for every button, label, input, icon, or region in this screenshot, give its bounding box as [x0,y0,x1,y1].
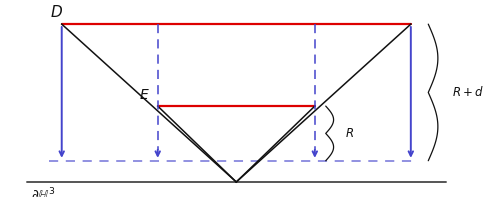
Text: $E$: $E$ [139,88,150,102]
Text: $D$: $D$ [50,4,63,20]
Text: $R$: $R$ [346,127,354,140]
Text: $\partial \mathbb{H}^3$: $\partial \mathbb{H}^3$ [31,187,56,197]
Text: $R + d$: $R + d$ [452,85,484,99]
